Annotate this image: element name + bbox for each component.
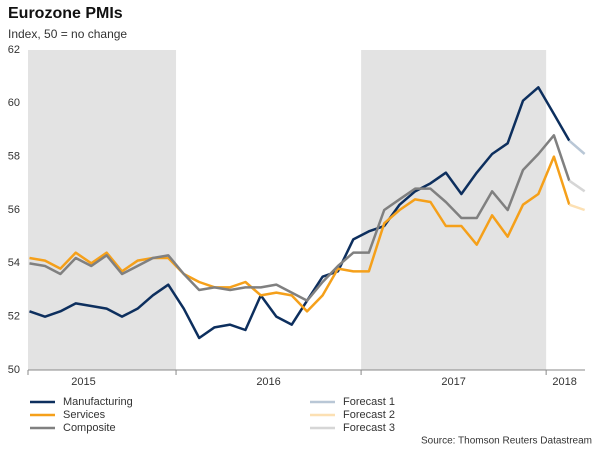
series-line: [568, 179, 586, 193]
source: Source: Thomson Reuters Datastream: [421, 436, 592, 447]
y-tick-label: 60: [8, 97, 20, 109]
chart-title: Eurozone PMIs: [8, 5, 123, 22]
shaded-band: [28, 50, 177, 370]
legend-label: Forecast 2: [343, 409, 395, 421]
legend-label: Forecast 1: [343, 396, 395, 408]
chart-subtitle: Index, 50 = no change: [8, 27, 127, 41]
series-line: [29, 86, 571, 340]
y-tick-label: 50: [8, 364, 20, 376]
y-tick-label: 56: [8, 204, 20, 216]
y-tick-label: 58: [8, 151, 20, 163]
y-tick-label: 54: [8, 257, 20, 269]
series-line: [29, 155, 571, 313]
x-tick-label: 2015: [71, 376, 95, 388]
x-tick-label: 2018: [552, 376, 576, 388]
legend-label: Services: [63, 409, 106, 421]
legend-label: Composite: [63, 422, 116, 434]
legend-label: Manufacturing: [63, 396, 133, 408]
x-tick-label: 2016: [256, 376, 280, 388]
legend-label: Forecast 3: [343, 422, 395, 434]
y-tick-label: 62: [8, 44, 20, 56]
y-tick-label: 52: [8, 311, 20, 323]
series-line: [568, 139, 586, 155]
series-line: [568, 203, 586, 212]
x-tick-label: 2017: [441, 376, 465, 388]
series-line: [29, 134, 571, 302]
